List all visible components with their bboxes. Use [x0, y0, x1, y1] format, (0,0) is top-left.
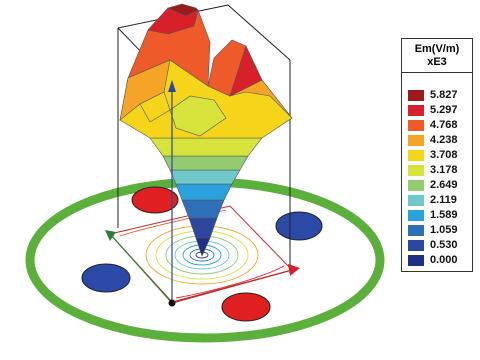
origin-dot [168, 299, 176, 307]
legend-item: 5.827 [408, 89, 458, 101]
electrode-red-top [131, 186, 179, 214]
z-axis-arrow-icon [168, 80, 176, 92]
legend-swatch [408, 224, 424, 236]
potential-surface [119, 3, 293, 257]
x-axis-arrow-icon [288, 264, 300, 276]
legend-swatch [408, 194, 424, 206]
legend-swatch [408, 149, 424, 161]
legend-item: 0.000 [408, 254, 458, 266]
legend-label: 5.827 [430, 89, 458, 101]
axis-arrows [105, 80, 300, 307]
legend-label: 1.059 [430, 224, 458, 236]
legend-item: 1.059 [408, 224, 458, 236]
legend-title: Em(V/m) [414, 43, 460, 55]
legend-item: 4.238 [408, 134, 458, 146]
legend-item: 0.530 [408, 239, 458, 251]
color-legend: Em(V/m) xE3 5.827 5.297 4.768 4.238 3.708 3.1… [401, 38, 473, 272]
legend-label: 2.649 [430, 179, 458, 191]
legend-swatch [408, 119, 424, 131]
legend-item: 2.649 [408, 179, 458, 191]
legend-item: 3.178 [408, 164, 458, 176]
legend-item: 5.297 [408, 104, 458, 116]
legend-swatch [408, 209, 424, 221]
legend-swatch [408, 89, 424, 101]
legend-label: 4.768 [430, 119, 458, 131]
legend-item: 1.589 [408, 209, 458, 221]
electrode-red-bottom [221, 292, 271, 322]
legend-swatch [408, 134, 424, 146]
electrode-blue-left [81, 263, 131, 293]
legend-multiplier: xE3 [402, 56, 472, 73]
electrode-blue-right [275, 211, 323, 241]
legend-swatch [408, 179, 424, 191]
legend-swatch [408, 164, 424, 176]
legend-item: 2.119 [408, 194, 457, 206]
legend-item: 4.768 [408, 119, 458, 131]
legend-swatch [408, 239, 424, 251]
legend-label: 1.589 [430, 209, 458, 221]
legend-swatch [408, 254, 424, 266]
legend-label: 2.119 [430, 194, 457, 206]
legend-label: 5.297 [430, 104, 458, 116]
legend-label: 3.178 [430, 164, 458, 176]
legend-label: 0.000 [430, 254, 458, 266]
legend-swatch [408, 104, 424, 116]
legend-label: 3.708 [430, 149, 458, 161]
y-axis-arrow-icon [105, 230, 116, 241]
legend-label: 4.238 [430, 134, 458, 146]
legend-label: 0.530 [430, 239, 458, 251]
legend-item: 3.708 [408, 149, 458, 161]
